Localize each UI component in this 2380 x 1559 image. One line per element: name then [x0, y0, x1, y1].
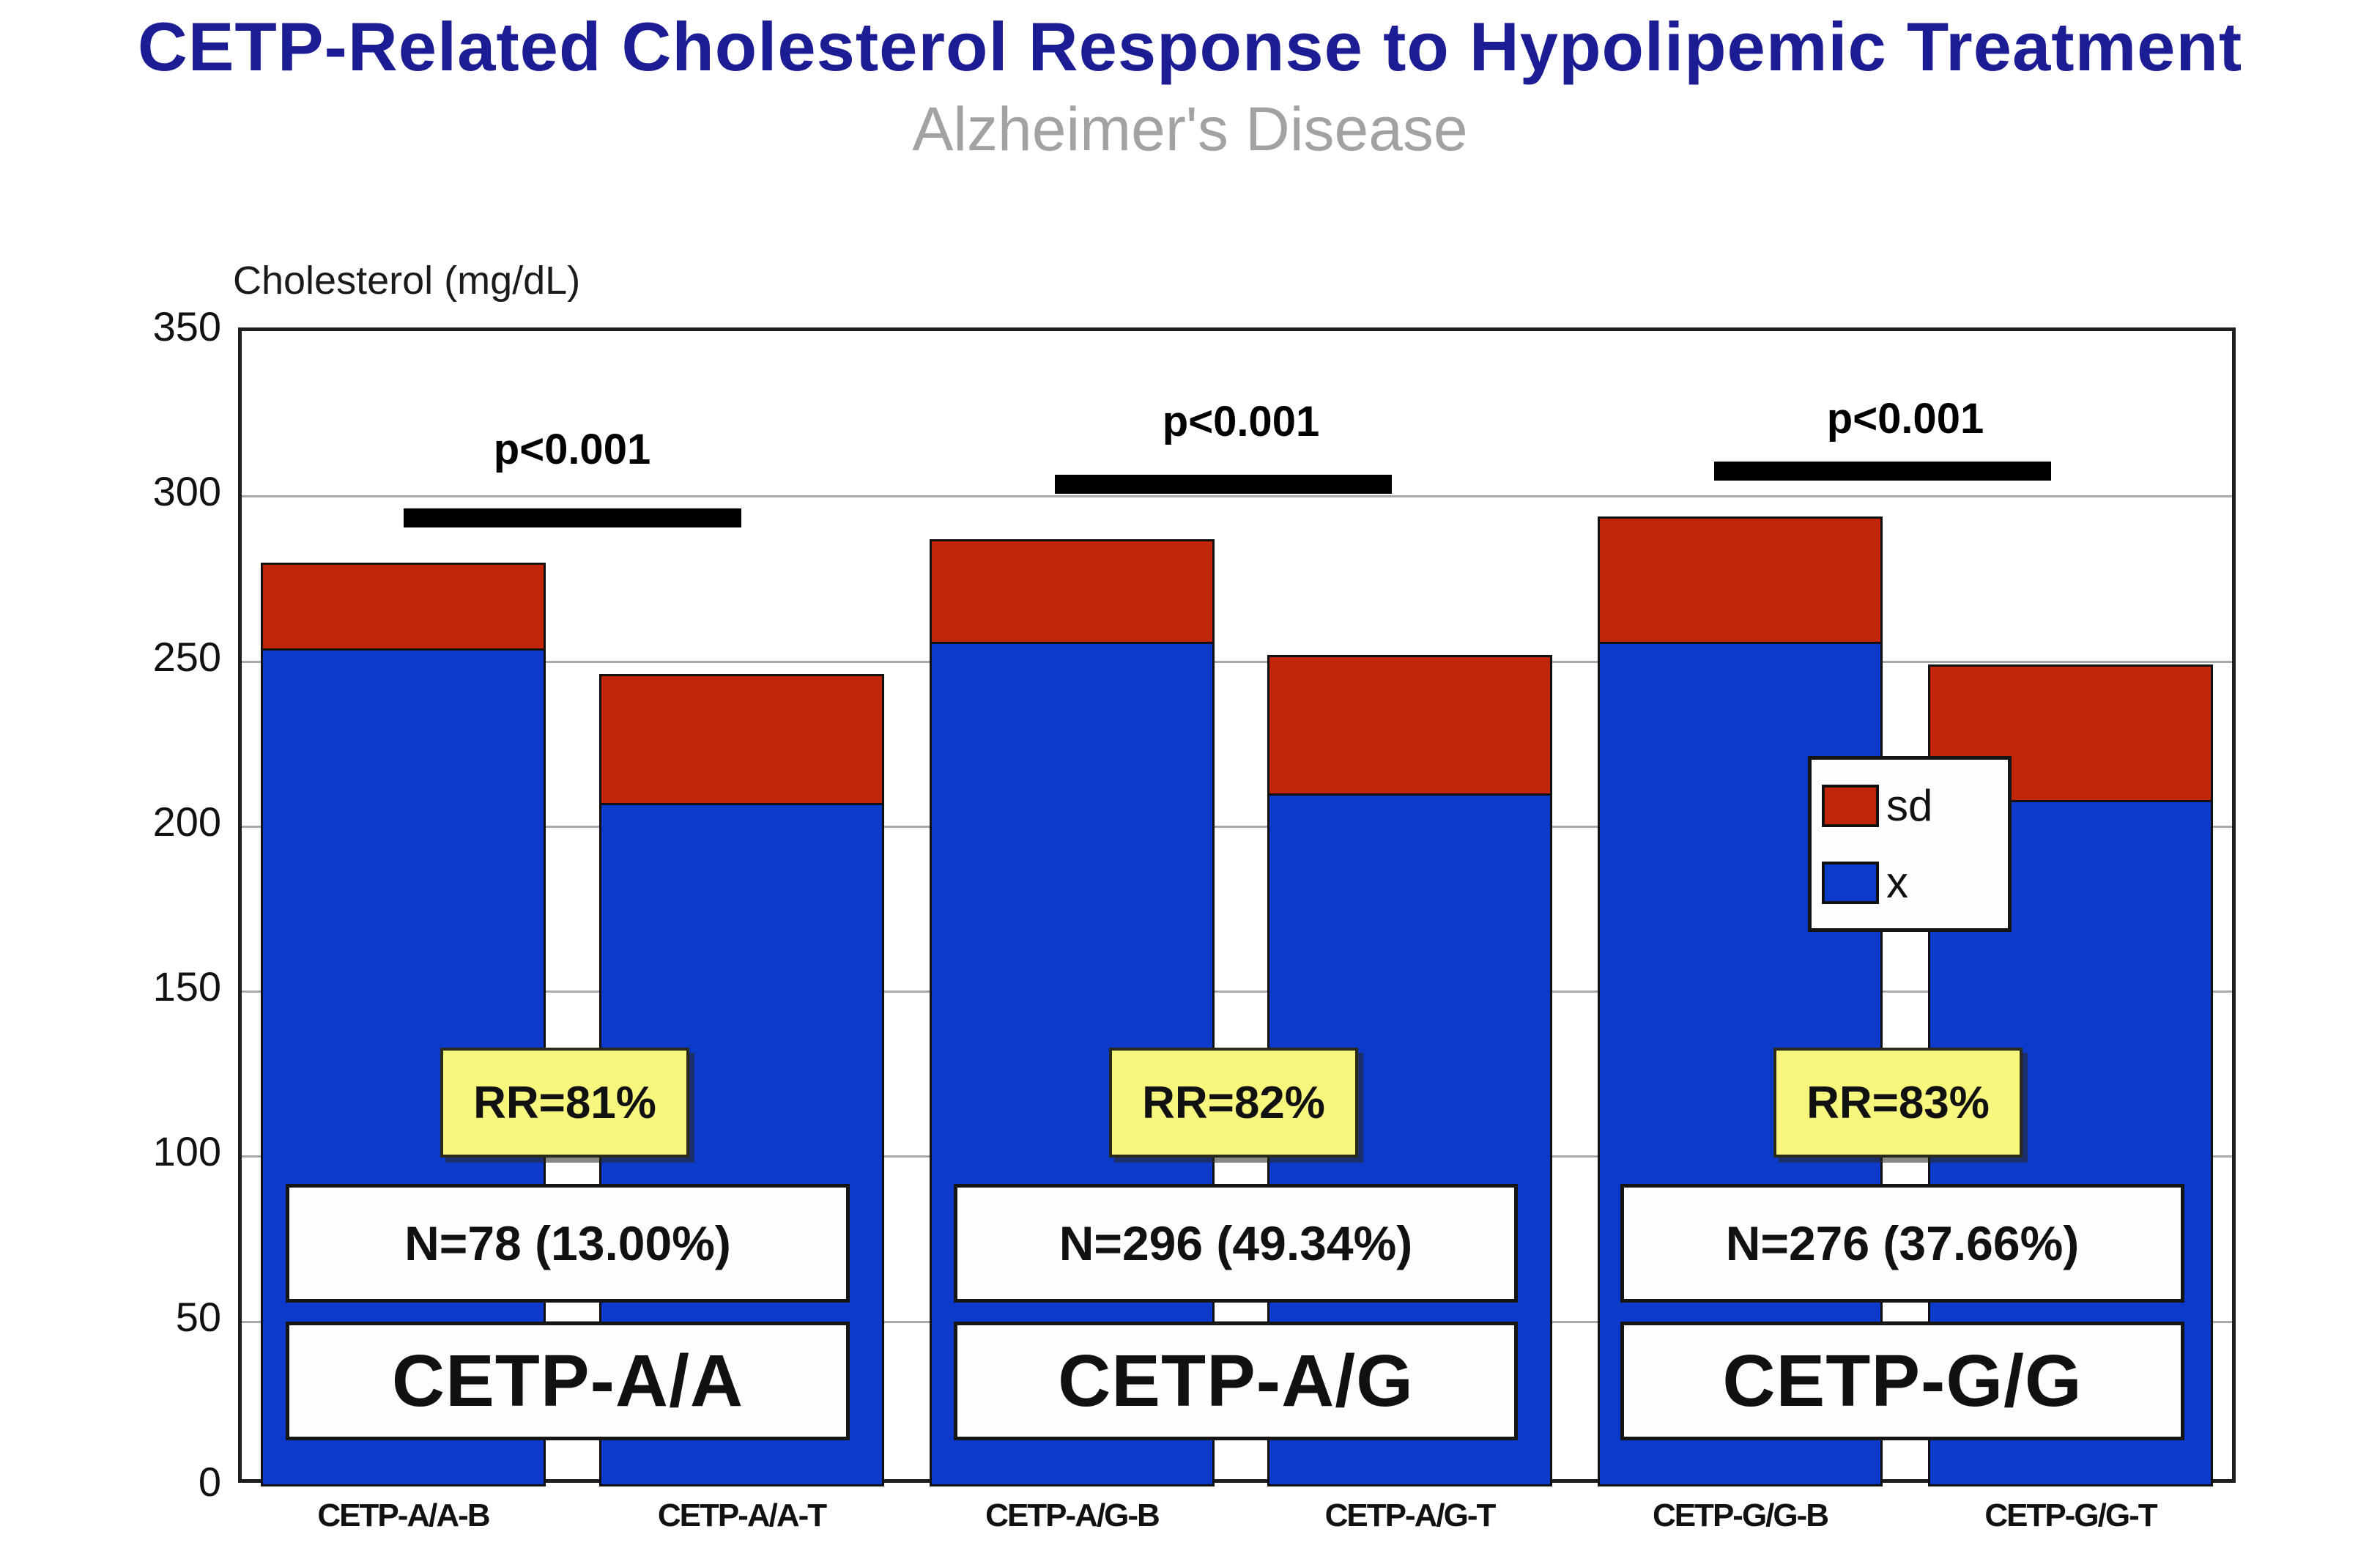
gridline-300: [242, 495, 2232, 498]
genotype-label-2: CETP-A/G: [954, 1322, 1518, 1440]
chart-subtitle: Alzheimer's Disease: [912, 95, 1468, 163]
x-tick-CETP-A/G-T: CETP-A/G-T: [1324, 1497, 1497, 1533]
gridline-150: [242, 990, 2232, 993]
gridline-250: [242, 660, 2232, 663]
genotype-label-1: CETP-A/A: [286, 1322, 850, 1440]
chart-title: CETP-Related Cholesterol Response to Hyp…: [137, 8, 2243, 85]
y-tick-250: 250: [152, 633, 221, 680]
n-label-1: N=78 (13.00%): [286, 1184, 850, 1303]
bar-sd-CETP-A/A-T: [599, 674, 884, 805]
bar-sd-CETP-A/G-T: [1267, 655, 1552, 796]
y-tick-100: 100: [152, 1128, 221, 1175]
y-axis-title: Cholesterol (mg/dL): [233, 259, 581, 303]
genotype-label-3: CETP-G/G: [1620, 1322, 2184, 1440]
y-tick-50: 50: [175, 1293, 221, 1340]
legend: sd x: [1808, 756, 2012, 932]
p-significance-bar-3: [1714, 462, 2051, 481]
rr-label-2: RR=82%: [1109, 1048, 1358, 1158]
legend-item-x: x: [1822, 857, 1998, 908]
legend-item-sd: sd: [1822, 780, 1998, 831]
gridline-200: [242, 825, 2232, 828]
p-significance-bar-1: [404, 508, 741, 527]
rr-label-1: RR=81%: [440, 1048, 689, 1158]
x-tick-CETP-A/G-B: CETP-A/G-B: [985, 1497, 1160, 1533]
legend-swatch-x: [1822, 861, 1879, 904]
y-tick-150: 150: [152, 963, 221, 1010]
y-tick-0: 0: [198, 1459, 221, 1505]
x-tick-CETP-A/A-B: CETP-A/A-B: [317, 1497, 490, 1533]
legend-label-sd: sd: [1886, 781, 1933, 830]
bar-sd-CETP-G/G-B: [1598, 516, 1883, 644]
legend-label-x: x: [1886, 858, 1908, 907]
n-label-3: N=276 (37.66%): [1620, 1184, 2184, 1303]
y-tick-200: 200: [152, 798, 221, 845]
n-label-2: N=296 (49.34%): [954, 1184, 1518, 1303]
p-value-label-1: p<0.001: [493, 426, 651, 473]
y-tick-300: 300: [152, 468, 221, 515]
p-significance-bar-2: [1055, 475, 1392, 494]
y-tick-350: 350: [152, 303, 221, 349]
bar-sd-CETP-A/A-B: [261, 563, 546, 651]
bar-sd-CETP-A/G-B: [930, 539, 1215, 644]
p-value-label-2: p<0.001: [1162, 398, 1320, 445]
x-tick-CETP-G/G-T: CETP-G/G-T: [1984, 1497, 2157, 1533]
x-tick-CETP-G/G-B: CETP-G/G-B: [1652, 1497, 1829, 1533]
p-value-label-3: p<0.001: [1826, 395, 1984, 442]
rr-label-3: RR=83%: [1773, 1048, 2023, 1158]
legend-swatch-sd: [1822, 784, 1879, 827]
x-tick-CETP-A/A-T: CETP-A/A-T: [657, 1497, 827, 1533]
